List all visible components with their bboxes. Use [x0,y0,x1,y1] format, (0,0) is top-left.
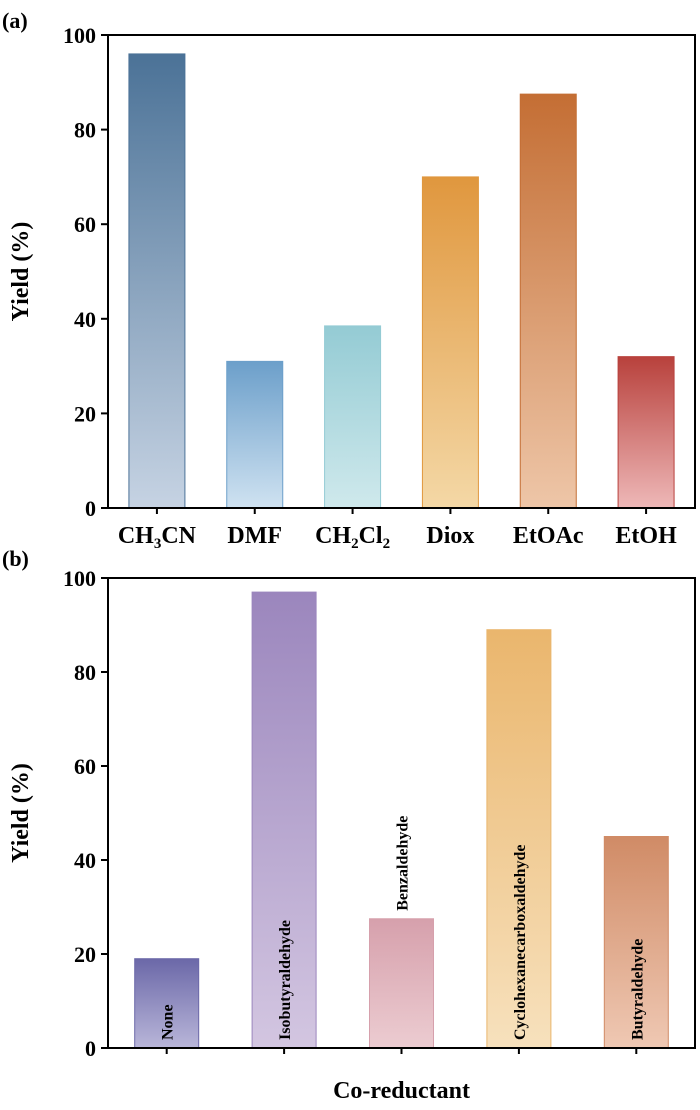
x-tick-label: CH2Cl2 [315,523,390,552]
y-tick-label: 60 [74,212,96,237]
y-tick-label: 100 [63,566,96,591]
x-tick-label: Isobutyraldehyde [277,920,294,1040]
bar [226,360,284,509]
y-tick-label: 100 [63,23,96,48]
y-tick-label: 80 [74,118,96,143]
y-tick-label: 60 [74,754,96,779]
x-tick-label: Cyclohexanecarboxaldehyde [512,844,529,1040]
y-axis-label: Yield (%) [8,763,34,863]
bar [486,629,552,1049]
y-tick-label: 40 [74,307,96,332]
x-tick-label: Diox [426,523,474,549]
bar [134,958,200,1049]
panel-label: (b) [2,546,29,571]
bar [519,93,577,509]
bar [251,591,317,1049]
panel-a-solvent-chart: (a) 0 20 40 60 80 100 Yield (%) CH3CN DMF CH2Cl2 Di… [2,8,696,552]
bar [603,836,669,1049]
bar [421,176,479,509]
bar [324,325,382,509]
bar [617,356,675,509]
panel-b-co-reductant-chart: (b) 0 20 40 60 80 100 Yield (%) None Isobutyralde… [2,546,696,1104]
y-tick-label: 20 [74,942,96,967]
bar [369,918,434,1049]
y-tick-label: 20 [74,401,96,426]
x-tick-label: None [160,1004,177,1040]
bar [128,53,186,509]
x-tick-label: EtOH [615,523,677,549]
plot-frame [107,34,696,509]
y-axis-label: Yield (%) [8,222,34,322]
x-tick-label: EtOAc [513,523,584,549]
x-tick-label: Butyraldehyde [629,939,646,1040]
y-tick-label: 40 [74,848,96,873]
x-tick-label: DMF [227,523,282,549]
x-tick-label: CH3CN [118,523,197,552]
panel-label: (a) [2,8,28,33]
x-axis-label: Co-reductant [333,1078,470,1104]
y-tick-label: 80 [74,660,96,685]
y-tick-label: 0 [85,1036,96,1061]
x-tick-label: Benzaldehyde [395,816,412,911]
y-tick-label: 0 [85,496,96,521]
